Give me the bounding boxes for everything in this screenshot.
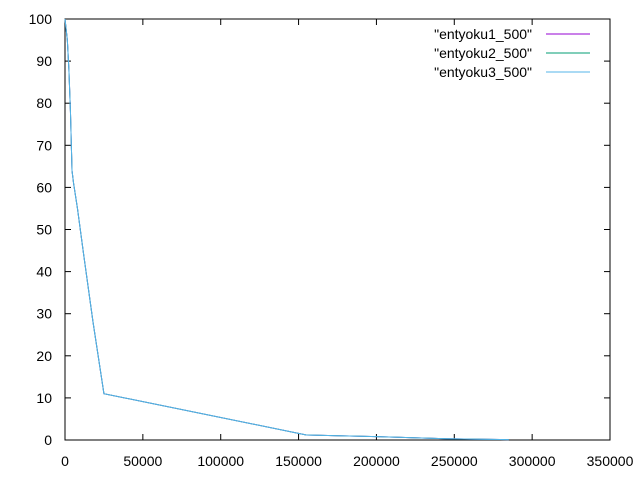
y-tick-label: 20: [36, 348, 52, 364]
legend-label-1: "entyoku1_500": [434, 26, 532, 42]
x-tick-label: 100000: [197, 453, 244, 469]
x-tick-label: 350000: [587, 453, 634, 469]
series-line-3: [64, 18, 509, 441]
y-tick-label: 40: [36, 264, 52, 280]
x-tick-label: 250000: [431, 453, 478, 469]
legend: "entyoku1_500" "entyoku2_500" "entyoku3_50…: [434, 26, 590, 80]
y-tick-label: 70: [36, 137, 52, 153]
y-tick-label: 30: [36, 306, 52, 322]
x-tick-label: 0: [61, 453, 69, 469]
x-tick-label: 300000: [509, 453, 556, 469]
series-line-1: [64, 18, 509, 441]
series-layer: [64, 18, 509, 441]
y-tick-label: 10: [36, 390, 52, 406]
y-tick-label: 90: [36, 53, 52, 69]
x-tick-label: 50000: [123, 453, 162, 469]
x-tick-label: 150000: [275, 453, 322, 469]
y-tick-label: 80: [36, 95, 52, 111]
legend-label-3: "entyoku3_500": [434, 64, 532, 80]
y-tick-label: 100: [29, 11, 53, 27]
series-line-2: [64, 18, 509, 441]
x-tick-label: 200000: [353, 453, 400, 469]
y-tick-label: 50: [36, 222, 52, 238]
y-tick-label: 60: [36, 179, 52, 195]
plot-frame: [64, 18, 611, 441]
legend-label-2: "entyoku2_500": [434, 45, 532, 61]
y-tick-label: 0: [44, 432, 52, 448]
ticks-layer: 0 10 20 30 40 50 60 70 80 90 100 0 50000 100000 150000…: [29, 11, 634, 469]
